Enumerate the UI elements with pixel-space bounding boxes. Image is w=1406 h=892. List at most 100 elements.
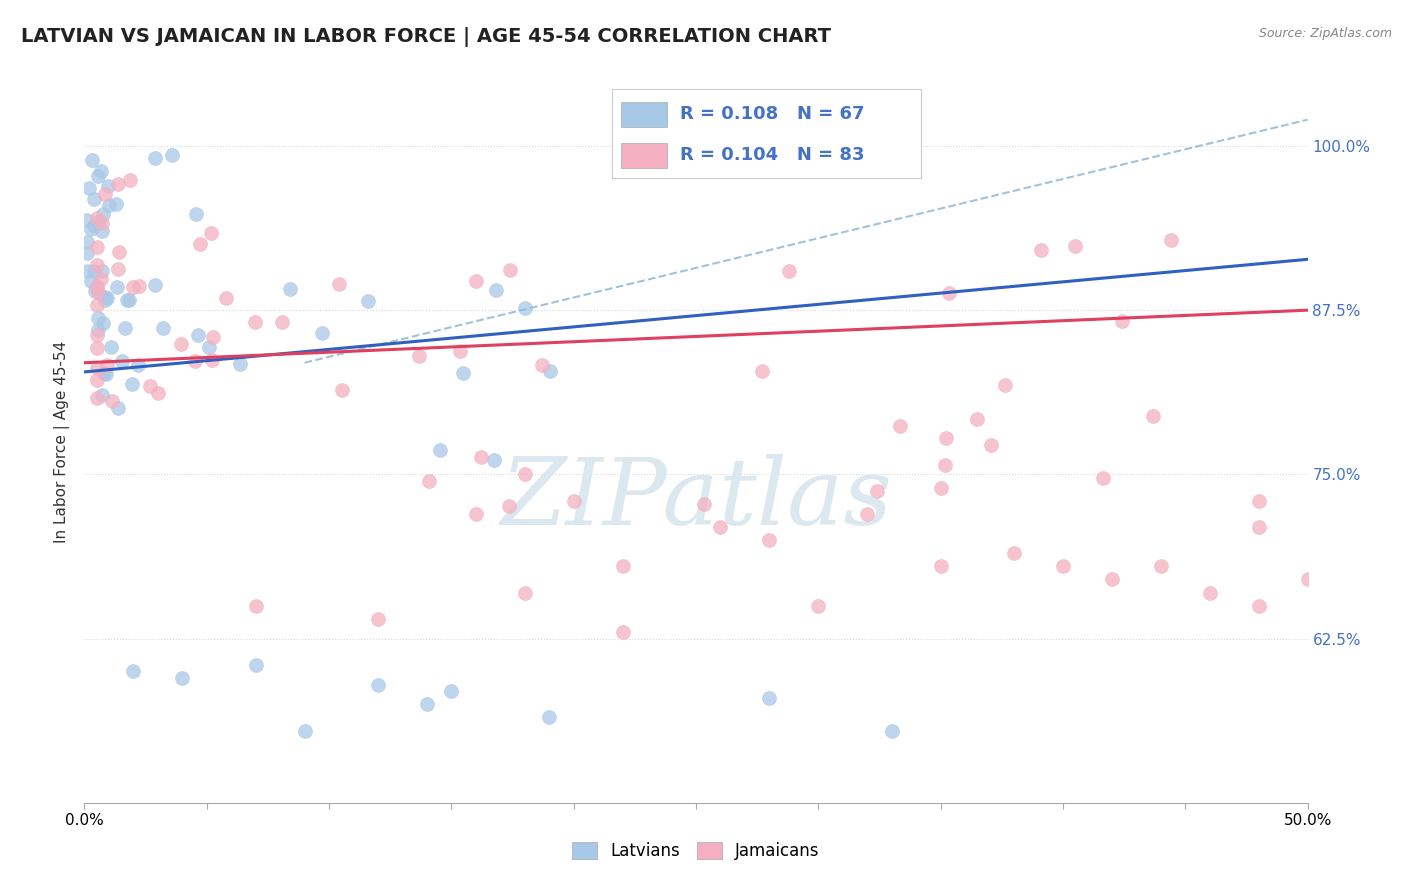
Point bbox=[215, 291, 238, 305]
Bar bbox=[621, 102, 668, 127]
Point bbox=[91, 224, 114, 238]
Point bbox=[464, 274, 486, 288]
Point bbox=[87, 169, 110, 183]
Point bbox=[1063, 238, 1085, 252]
Point bbox=[1101, 573, 1123, 587]
Point bbox=[1247, 520, 1270, 534]
Point bbox=[139, 378, 162, 392]
Point bbox=[294, 723, 316, 738]
Point bbox=[187, 328, 209, 343]
Point bbox=[86, 328, 108, 343]
Point bbox=[117, 293, 139, 307]
Point bbox=[856, 507, 879, 521]
Point bbox=[280, 282, 302, 296]
Point bbox=[100, 340, 122, 354]
Text: Source: ZipAtlas.com: Source: ZipAtlas.com bbox=[1258, 27, 1392, 40]
Point bbox=[93, 293, 115, 307]
Point bbox=[90, 272, 112, 286]
Point bbox=[562, 493, 585, 508]
Point bbox=[612, 559, 634, 574]
Point bbox=[105, 280, 128, 294]
Point bbox=[513, 467, 536, 482]
Point bbox=[107, 261, 129, 276]
Point bbox=[1002, 546, 1025, 560]
Point bbox=[513, 585, 536, 599]
Point bbox=[612, 625, 634, 640]
Point bbox=[86, 240, 108, 254]
Point bbox=[889, 419, 911, 434]
Point bbox=[86, 258, 108, 272]
Y-axis label: In Labor Force | Age 45-54: In Labor Force | Age 45-54 bbox=[55, 341, 70, 542]
Point bbox=[484, 284, 506, 298]
Point bbox=[152, 320, 174, 334]
Point bbox=[270, 314, 292, 328]
Point bbox=[80, 153, 103, 168]
Point bbox=[367, 677, 389, 691]
Point bbox=[693, 497, 716, 511]
Point bbox=[470, 450, 492, 465]
Point bbox=[201, 353, 224, 368]
Point bbox=[83, 193, 105, 207]
Point bbox=[186, 207, 208, 221]
Point bbox=[1142, 409, 1164, 423]
Point bbox=[107, 401, 129, 416]
Point bbox=[980, 437, 1002, 451]
Point bbox=[121, 280, 143, 294]
Point bbox=[311, 326, 333, 341]
Point bbox=[94, 290, 117, 304]
Point bbox=[86, 281, 108, 295]
Point bbox=[935, 432, 957, 446]
Point bbox=[104, 197, 127, 211]
Point bbox=[107, 178, 129, 192]
Point bbox=[96, 358, 118, 372]
Point bbox=[86, 361, 108, 376]
Point bbox=[934, 458, 956, 472]
Point bbox=[538, 364, 561, 378]
Point bbox=[80, 222, 103, 236]
Point bbox=[76, 212, 98, 227]
Point bbox=[201, 329, 224, 343]
Point bbox=[938, 286, 960, 301]
Text: ZIPatlas: ZIPatlas bbox=[501, 454, 891, 544]
Point bbox=[531, 358, 554, 372]
Point bbox=[83, 264, 105, 278]
Point bbox=[513, 301, 536, 316]
Point bbox=[76, 246, 98, 260]
Point bbox=[229, 357, 252, 371]
Point bbox=[330, 383, 353, 397]
Point bbox=[97, 178, 120, 193]
Point bbox=[86, 391, 108, 405]
Point bbox=[122, 665, 145, 679]
Point bbox=[127, 358, 149, 372]
Point bbox=[91, 388, 114, 402]
Point bbox=[994, 377, 1017, 392]
Point bbox=[188, 237, 211, 252]
Point bbox=[451, 366, 474, 380]
Point bbox=[98, 198, 121, 212]
Text: R = 0.104   N = 83: R = 0.104 N = 83 bbox=[679, 146, 865, 164]
Point bbox=[118, 173, 141, 187]
Point bbox=[418, 474, 440, 488]
Point bbox=[172, 671, 194, 685]
Point bbox=[1160, 233, 1182, 247]
Point bbox=[128, 278, 150, 293]
Point bbox=[86, 341, 108, 355]
Point bbox=[807, 599, 830, 613]
Point bbox=[880, 723, 903, 738]
Point bbox=[328, 277, 350, 291]
Point bbox=[94, 368, 117, 382]
Point bbox=[367, 612, 389, 626]
Point bbox=[1247, 493, 1270, 508]
Point bbox=[245, 599, 267, 613]
Point bbox=[80, 274, 103, 288]
Point bbox=[77, 180, 100, 194]
Point bbox=[87, 215, 110, 229]
Point bbox=[408, 349, 430, 363]
Point bbox=[143, 277, 166, 292]
Point bbox=[1111, 314, 1133, 328]
Point bbox=[464, 507, 486, 521]
Point bbox=[1247, 599, 1270, 613]
Point bbox=[1031, 244, 1053, 258]
Point bbox=[96, 291, 118, 305]
Point bbox=[111, 354, 134, 368]
